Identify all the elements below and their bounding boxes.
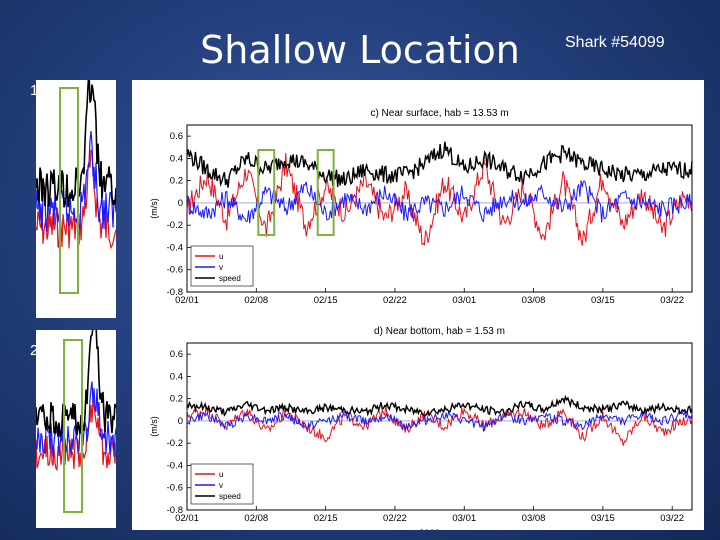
series-v-line	[186, 180, 693, 224]
y-tick-label: -0.8	[167, 287, 183, 298]
legend-box	[190, 245, 254, 287]
x-tick-label: 03/22	[660, 295, 684, 306]
x-tick-label: 02/22	[383, 295, 407, 306]
chart-2: d) Near bottom, hab = 1.53 m (m/s) 0.6 0.4 0…	[149, 326, 693, 539]
y-tick-label: 0.6	[170, 349, 183, 360]
x-tick-label: 02/22	[383, 513, 407, 524]
x-tick-label: 03/15	[591, 513, 615, 524]
y-tick-label: -0.6	[167, 483, 183, 494]
series-v-line	[186, 410, 693, 433]
y-tick-label: 0.6	[170, 131, 183, 142]
inset-trace-v	[35, 131, 117, 232]
y-tick-label: 0.2	[170, 176, 183, 187]
inset-trace-speed	[35, 320, 117, 438]
y-tick-label: -0.8	[167, 505, 183, 516]
legend-label-v: v	[219, 481, 223, 490]
row-number-1: 1	[30, 82, 39, 99]
legend-label-v: v	[219, 263, 223, 272]
series-u-line	[186, 405, 693, 446]
legend: uv speed	[190, 245, 254, 287]
x-tick-label: 03/01	[452, 295, 476, 306]
y-axis-label: (m/s)	[149, 198, 159, 219]
highlight-box-2	[316, 149, 335, 236]
zoom-inset-1	[35, 71, 117, 318]
zoom-inset-1-svg	[35, 71, 117, 294]
shark-id-label: Shark #54099	[565, 34, 665, 51]
inset-trace-speed	[35, 71, 117, 208]
x-tick-label: 02/15	[314, 513, 338, 524]
x-tick-label: 03/08	[522, 295, 546, 306]
inset-2-highlight-box	[63, 339, 83, 513]
x-axis-label: 2009	[419, 528, 440, 530]
x-tick-label: 03/15	[591, 295, 615, 306]
chart-panel: c) Near surface, hab = 13.53 m (m/s) 0.6 0.…	[132, 80, 704, 539]
slide-title: Shallow Location	[200, 28, 520, 72]
x-tick-label: 02/01	[175, 295, 199, 306]
series-u-line	[186, 152, 693, 246]
y-tick-label: -0.2	[167, 220, 183, 231]
legend-box	[190, 463, 254, 505]
x-tick-label: 03/22	[660, 513, 684, 524]
x-tick-label: 03/08	[522, 513, 546, 524]
row-number-2: 2	[30, 342, 39, 359]
series-speed-line	[186, 141, 693, 188]
x-tick-label: 02/01	[175, 513, 199, 524]
chart-1: c) Near surface, hab = 13.53 m (m/s) 0.6 0.…	[149, 108, 693, 306]
y-tick-label: -0.2	[167, 438, 183, 449]
y-tick-label: 0.2	[170, 394, 183, 405]
legend-label-speed: speed	[219, 274, 241, 283]
legend-label-u: u	[219, 470, 223, 479]
y-tick-label: -0.4	[167, 242, 183, 253]
time-series-charts: c) Near surface, hab = 13.53 m (m/s) 0.6 0.…	[149, 108, 693, 539]
y-tick-label: -0.6	[167, 265, 183, 276]
y-tick-label: 0	[178, 198, 183, 209]
highlight-box-1	[257, 149, 276, 236]
zoom-inset-2	[35, 320, 117, 528]
x-tick-label: 02/15	[314, 295, 338, 306]
inset-trace-v	[35, 381, 117, 457]
chart-title: d) Near bottom, hab = 1.53 m	[374, 326, 505, 337]
x-tick-label: 02/08	[244, 295, 268, 306]
legend-label-u: u	[219, 252, 223, 261]
y-axis-label: (m/s)	[149, 416, 159, 437]
series-speed-line	[186, 394, 693, 417]
legend-label-speed: speed	[219, 492, 241, 501]
x-tick-label: 03/01	[452, 513, 476, 524]
x-tick-label: 02/08	[244, 513, 268, 524]
chart-title: c) Near surface, hab = 13.53 m	[370, 108, 508, 119]
y-tick-label: 0.4	[170, 153, 183, 164]
zoom-inset-2-svg	[35, 320, 117, 513]
y-tick-label: -0.4	[167, 460, 183, 471]
y-tick-label: 0	[178, 416, 183, 427]
legend: uv speed	[190, 463, 254, 505]
y-tick-label: 0.4	[170, 371, 183, 382]
inset-1-highlight-box	[59, 87, 79, 294]
